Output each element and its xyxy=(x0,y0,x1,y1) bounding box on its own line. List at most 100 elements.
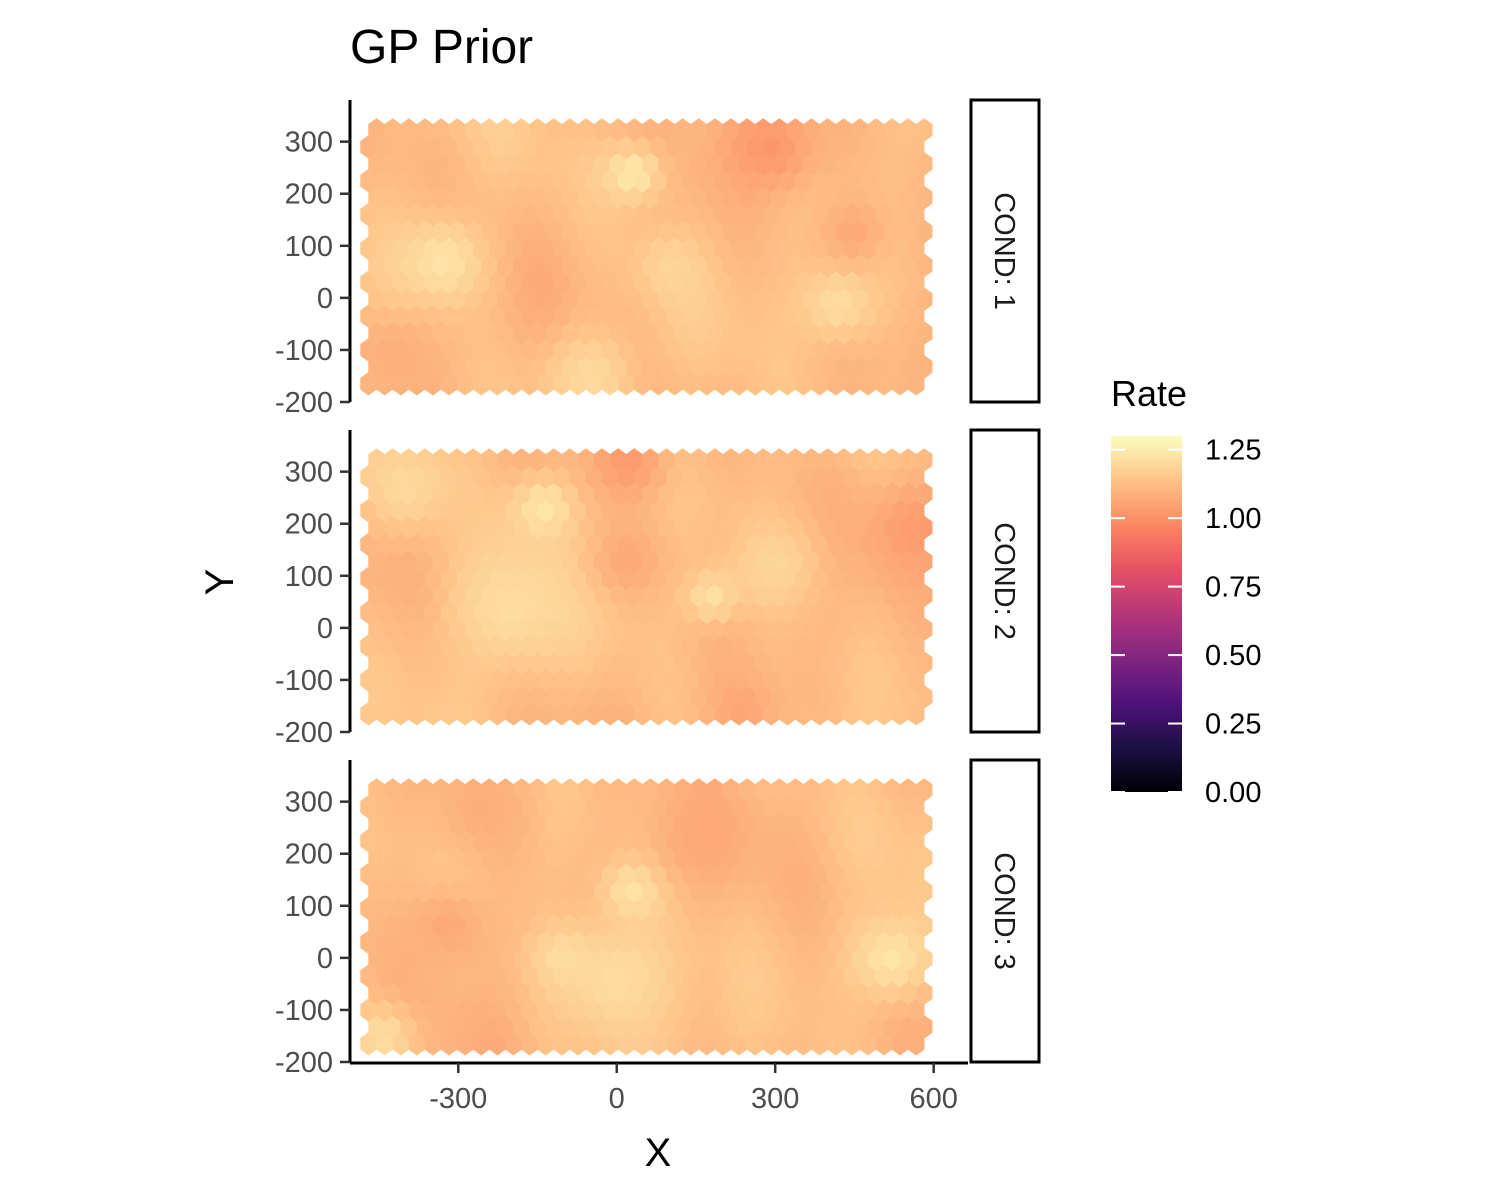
hex-cell xyxy=(916,152,933,176)
hex-cell xyxy=(714,829,732,853)
hex-cell xyxy=(875,862,893,887)
hex-cell xyxy=(779,202,796,227)
hex-cell xyxy=(537,930,554,954)
hex-cell xyxy=(569,532,587,557)
hex-cell xyxy=(505,964,522,988)
hex-cell xyxy=(650,964,667,988)
hex-cell xyxy=(755,879,772,904)
hex-cell xyxy=(505,1032,522,1056)
hex-cell xyxy=(360,566,377,591)
hex-cell xyxy=(787,549,804,574)
hex-cell xyxy=(690,321,707,345)
hex-cell xyxy=(787,981,804,1005)
hex-cell xyxy=(489,135,506,159)
hex-cell xyxy=(811,896,828,921)
hex-cell xyxy=(400,583,417,608)
hex-cell xyxy=(859,135,877,159)
hex-cell xyxy=(722,287,740,311)
hex-cell xyxy=(682,169,699,193)
hex-cell xyxy=(465,617,482,641)
hex-cell xyxy=(730,566,748,591)
hex-cell xyxy=(714,465,732,489)
hex-cell xyxy=(650,634,667,658)
hex-cell xyxy=(473,304,490,328)
hex-cell xyxy=(650,1032,667,1056)
hex-cell xyxy=(642,482,659,506)
hex-cell xyxy=(867,152,885,176)
hex-cell xyxy=(634,964,651,988)
hex-cell xyxy=(803,879,820,904)
hex-cell xyxy=(883,913,901,938)
hex-cell xyxy=(440,372,458,396)
hex-cell xyxy=(618,930,635,954)
hex-cell xyxy=(803,287,820,311)
hex-cell xyxy=(682,270,699,294)
hex-cell xyxy=(400,185,417,210)
legend-label: 1.25 xyxy=(1205,435,1261,467)
hex-cell xyxy=(859,532,877,557)
hex-cell xyxy=(690,617,707,641)
hex-cell xyxy=(698,634,715,658)
hex-cell xyxy=(561,515,579,540)
hex-cell xyxy=(795,795,812,819)
hex-cell xyxy=(497,118,514,142)
hex-cell xyxy=(481,879,498,904)
hex-cell xyxy=(827,135,844,159)
hex-cell xyxy=(456,135,474,159)
hex-cell xyxy=(650,372,667,396)
hex-cell xyxy=(497,778,514,802)
hex-cell xyxy=(746,499,764,523)
hex-cell xyxy=(690,355,707,379)
hex-cell xyxy=(851,287,869,311)
hex-cell xyxy=(916,583,933,608)
hex-cell xyxy=(521,1032,538,1056)
hex-cell xyxy=(537,896,554,921)
hex-cell xyxy=(698,930,715,954)
y-tick-label: 300 xyxy=(285,127,333,159)
hex-cell xyxy=(448,913,466,938)
hex-cell xyxy=(763,270,780,294)
hex-cell xyxy=(585,372,603,396)
hex-cell xyxy=(803,219,820,244)
hex-cell xyxy=(916,482,933,506)
hex-cell xyxy=(706,812,724,836)
chart-title: GP Prior xyxy=(350,21,533,74)
hex-cell xyxy=(392,169,409,193)
hex-cell xyxy=(835,685,852,709)
hex-cell xyxy=(384,845,401,870)
hex-cell xyxy=(682,338,699,362)
hex-cell xyxy=(674,617,691,641)
hex-cell xyxy=(618,270,635,294)
hex-cell xyxy=(634,236,651,261)
hex-cell xyxy=(666,499,683,523)
hex-cell xyxy=(908,795,925,819)
hex-cell xyxy=(666,304,683,328)
hex-cell xyxy=(779,169,796,193)
hex-cell xyxy=(497,482,514,506)
hex-cell xyxy=(489,896,506,921)
hex-cell xyxy=(714,372,732,396)
hex-cell xyxy=(763,566,780,591)
hex-cell xyxy=(859,566,877,591)
hex-cell xyxy=(626,617,643,641)
hex-cell xyxy=(553,930,570,954)
hex-cell xyxy=(392,499,409,523)
hex-cell xyxy=(618,998,635,1022)
hex-cell xyxy=(376,964,393,988)
hex-cell xyxy=(650,566,667,591)
hex-cell xyxy=(368,879,385,904)
hex-cell xyxy=(585,930,603,954)
hex-cell xyxy=(730,896,748,921)
hex-cell xyxy=(803,913,820,938)
hex-cell xyxy=(569,338,587,362)
hex-cell xyxy=(489,702,506,726)
hex-cell xyxy=(771,287,788,311)
hex-cell xyxy=(763,169,780,193)
hex-cell xyxy=(408,202,425,227)
hex-cell xyxy=(537,1032,554,1056)
hex-cell xyxy=(489,634,506,658)
hex-cell xyxy=(916,913,933,938)
hex-cell xyxy=(432,913,450,938)
hex-cell xyxy=(384,321,401,345)
hex-cell xyxy=(875,304,893,328)
